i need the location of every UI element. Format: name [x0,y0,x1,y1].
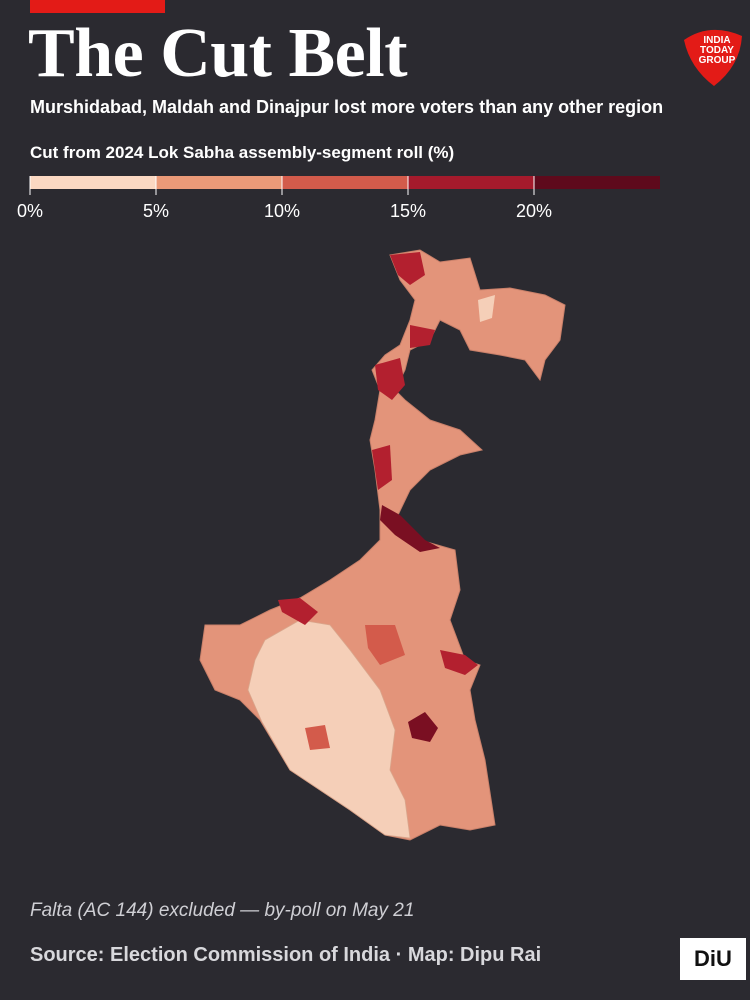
map-chart: 0% 5% 10% 15% 20% [17,176,660,841]
high-cut-area [372,445,392,490]
high-cut-area [440,650,478,675]
logo-text: INDIA TODAY GROUP [698,35,736,66]
legend-swatch [408,176,534,189]
high-cut-area [410,325,435,348]
legend-swatch [156,176,282,189]
high-cut-area [380,505,440,552]
map [199,249,566,841]
subtitle: Murshidabad, Maldah and Dinajpur lost mo… [30,97,664,117]
high-cut-area [390,252,425,285]
legend-swatch [30,176,156,189]
high-cut-area [375,358,405,400]
high-cut-area [408,712,438,742]
legend-swatch [534,176,660,189]
legend-swatch [282,176,408,189]
legend-tick-label: 0% [17,201,43,221]
legend-tick-label: 20% [516,201,552,221]
logo [684,29,742,86]
legend: 0% 5% 10% 15% 20% [17,176,660,221]
badge: DiU [680,938,746,980]
title: The Cut Belt [28,15,408,92]
legend-tick-label: 15% [390,201,426,221]
legend-tick-label: 5% [143,201,169,221]
footnote: Falta (AC 144) excluded — by-poll on May… [30,900,415,921]
high-cut-area [278,598,318,625]
low-cut-area [247,619,411,839]
legend-tick-label: 10% [264,201,300,221]
low-cut-area [478,295,495,322]
source: Source: Election Commission of India · M… [30,944,542,966]
mid-cut-area [305,725,330,750]
mid-cut-area [365,625,405,665]
top-bar [30,0,165,13]
legend-title: Cut from 2024 Lok Sabha assembly-segment… [30,143,455,162]
